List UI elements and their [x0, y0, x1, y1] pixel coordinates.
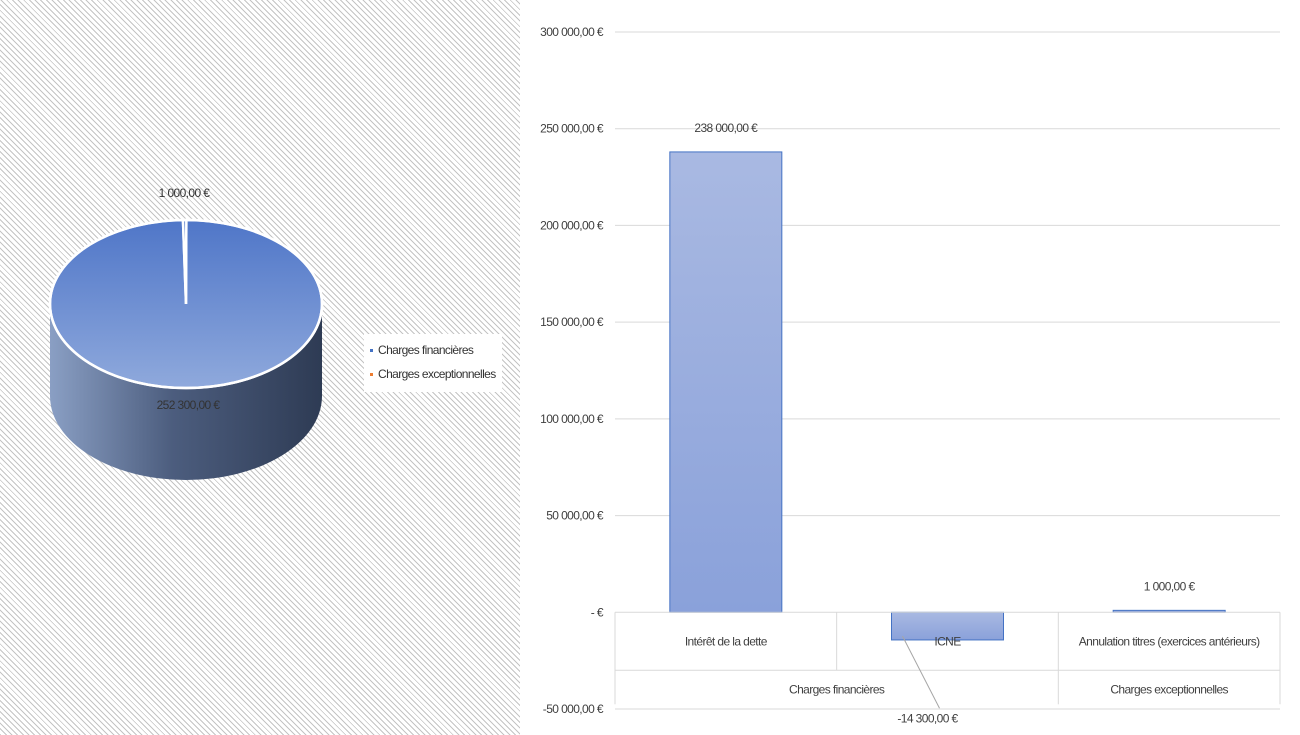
category-label-icne: ICNE [934, 634, 961, 648]
data-labels: 238 000,00 € -14 300,00 € 1 000,00 € [694, 121, 1196, 727]
bar-interet-de-la-dette [669, 151, 783, 613]
data-label-annulation-titres: 1 000,00 € [1144, 579, 1196, 593]
pie-chart-panel: 1 000,00 € 252 300,00 € Charges financiè… [0, 0, 520, 735]
y-tick-label: 100 000,00 € [540, 412, 604, 426]
y-tick-label: - € [591, 605, 604, 619]
legend-label: Charges financières [378, 343, 474, 357]
category-label-annulation-titres: Annulation titres (exercices antérieurs) [1079, 634, 1260, 648]
legend-item-charges-exceptionnelles: Charges exceptionnelles [370, 362, 496, 386]
legend-label: Charges exceptionnelles [378, 367, 496, 381]
pie-chart [48, 218, 324, 480]
category-label-interet-de-la-dette: Intérêt de la dette [685, 634, 768, 648]
data-label-leader-line [902, 635, 940, 709]
y-tick-label: 300 000,00 € [540, 25, 604, 39]
y-tick-label: 150 000,00 € [540, 315, 604, 329]
legend-item-charges-financieres: Charges financières [370, 338, 496, 362]
pie-data-label-charges-exceptionnelles: 1 000,00 € [158, 186, 210, 200]
data-label-background [893, 710, 964, 727]
y-tick-label: 250 000,00 € [540, 122, 604, 136]
pie-rim [48, 218, 324, 390]
y-tick-label: -50 000,00 € [543, 702, 604, 716]
group-label-charges-financieres: Charges financières [789, 682, 885, 696]
y-tick-label: 50 000,00 € [546, 509, 604, 523]
pie-side [50, 304, 322, 480]
bar-icne [891, 611, 1004, 641]
pie-data-label-charges-financieres: 252 300,00 € [156, 398, 220, 412]
y-axis-tick-labels: 300 000,00 € 250 000,00 € 200 000,00 € 150 … [540, 25, 604, 716]
legend-marker-charges-financieres [370, 348, 373, 352]
bar-chart: 300 000,00 € 250 000,00 € 200 000,00 € 150 … [540, 25, 1281, 727]
group-label-charges-exceptionnelles: Charges exceptionnelles [1110, 682, 1228, 696]
pie-legend: Charges financières Charges exceptionnel… [364, 334, 502, 392]
bars [669, 151, 1226, 641]
legend-marker-charges-exceptionnelles [370, 372, 373, 376]
category-axis: Intérêt de la dette ICNE Annulation titres… [614, 611, 1281, 705]
data-label-interet-de-la-dette: 238 000,00 € [694, 121, 758, 135]
y-tick-label: 200 000,00 € [540, 218, 604, 232]
data-label-icne: -14 300,00 € [897, 711, 958, 725]
